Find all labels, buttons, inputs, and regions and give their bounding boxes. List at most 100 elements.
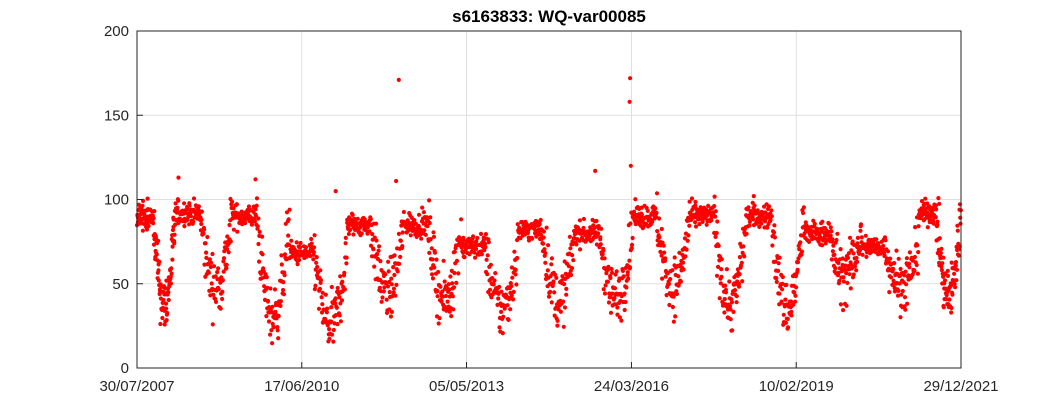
data-point — [561, 324, 566, 329]
data-point — [216, 266, 221, 271]
data-point — [230, 199, 235, 204]
data-point — [335, 285, 340, 291]
data-point — [896, 288, 901, 293]
data-point — [555, 323, 560, 328]
data-point — [953, 260, 959, 265]
data-point — [168, 274, 173, 279]
data-point — [436, 321, 441, 326]
data-point — [391, 290, 396, 295]
data-point — [260, 234, 265, 239]
data-point — [351, 232, 356, 237]
data-point — [268, 332, 273, 337]
data-point — [318, 268, 323, 273]
data-point — [510, 297, 516, 302]
data-point — [512, 249, 517, 254]
data-point — [456, 271, 461, 276]
data-point — [746, 205, 751, 210]
data-point — [164, 318, 169, 323]
data-point — [942, 278, 948, 283]
data-point — [265, 298, 271, 304]
data-point — [568, 246, 573, 251]
data-point — [312, 287, 317, 292]
chart-title: s6163833: WQ-var00085 — [452, 7, 646, 26]
data-point — [657, 216, 662, 221]
data-point — [276, 336, 281, 341]
data-point — [344, 255, 349, 260]
data-point — [510, 275, 515, 280]
data-point — [275, 328, 280, 333]
data-point — [522, 226, 527, 232]
data-point — [837, 278, 842, 283]
data-point — [768, 217, 773, 222]
data-point — [715, 219, 720, 224]
data-point — [737, 272, 742, 277]
data-point — [346, 231, 351, 237]
data-point — [170, 244, 175, 249]
data-point — [815, 227, 820, 232]
data-point — [949, 260, 954, 265]
data-point — [391, 286, 396, 291]
data-point — [541, 241, 546, 246]
data-point — [367, 229, 372, 234]
data-point — [654, 191, 660, 196]
data-point — [728, 307, 733, 312]
data-point — [511, 289, 516, 294]
data-point — [898, 266, 903, 272]
data-point — [718, 281, 723, 286]
data-point — [169, 271, 174, 276]
data-point — [487, 287, 493, 292]
data-point — [281, 280, 286, 285]
data-point — [270, 341, 275, 346]
data-point — [826, 221, 832, 226]
data-point — [555, 318, 560, 323]
data-point — [220, 296, 225, 302]
data-point — [857, 248, 863, 253]
data-point — [392, 272, 397, 278]
data-point — [382, 285, 387, 290]
data-point — [881, 243, 886, 249]
data-point — [949, 305, 954, 311]
data-point — [482, 241, 488, 247]
data-point — [600, 252, 605, 257]
data-point — [429, 272, 435, 277]
data-point — [386, 259, 391, 264]
data-point — [732, 288, 738, 293]
data-point — [169, 266, 174, 271]
data-point — [570, 253, 575, 258]
data-point — [182, 201, 187, 206]
data-point — [788, 299, 794, 304]
data-point — [941, 305, 946, 310]
data-point — [661, 243, 666, 248]
data-point — [712, 194, 717, 199]
data-point — [168, 281, 174, 286]
data-point — [333, 296, 338, 301]
data-point — [682, 236, 688, 241]
data-point — [154, 252, 159, 257]
data-point — [627, 99, 632, 104]
data-point — [801, 210, 806, 216]
data-point — [833, 266, 838, 271]
data-point — [606, 300, 612, 305]
data-point — [630, 235, 635, 241]
data-point — [854, 268, 859, 273]
data-point — [947, 297, 952, 302]
data-point — [706, 203, 711, 208]
data-point — [483, 245, 488, 250]
data-point — [170, 257, 175, 262]
data-point — [670, 304, 676, 310]
data-point — [925, 225, 930, 230]
data-point — [281, 287, 286, 293]
data-point — [938, 250, 944, 256]
data-point — [220, 289, 225, 294]
data-point — [653, 206, 658, 211]
data-point — [724, 267, 730, 272]
data-point — [774, 279, 779, 284]
data-point — [335, 322, 340, 327]
data-point — [545, 268, 550, 273]
data-point — [950, 292, 955, 297]
data-point — [287, 242, 292, 247]
data-point — [776, 261, 781, 266]
data-point — [769, 214, 774, 219]
data-point — [318, 278, 324, 283]
data-point — [740, 279, 745, 284]
